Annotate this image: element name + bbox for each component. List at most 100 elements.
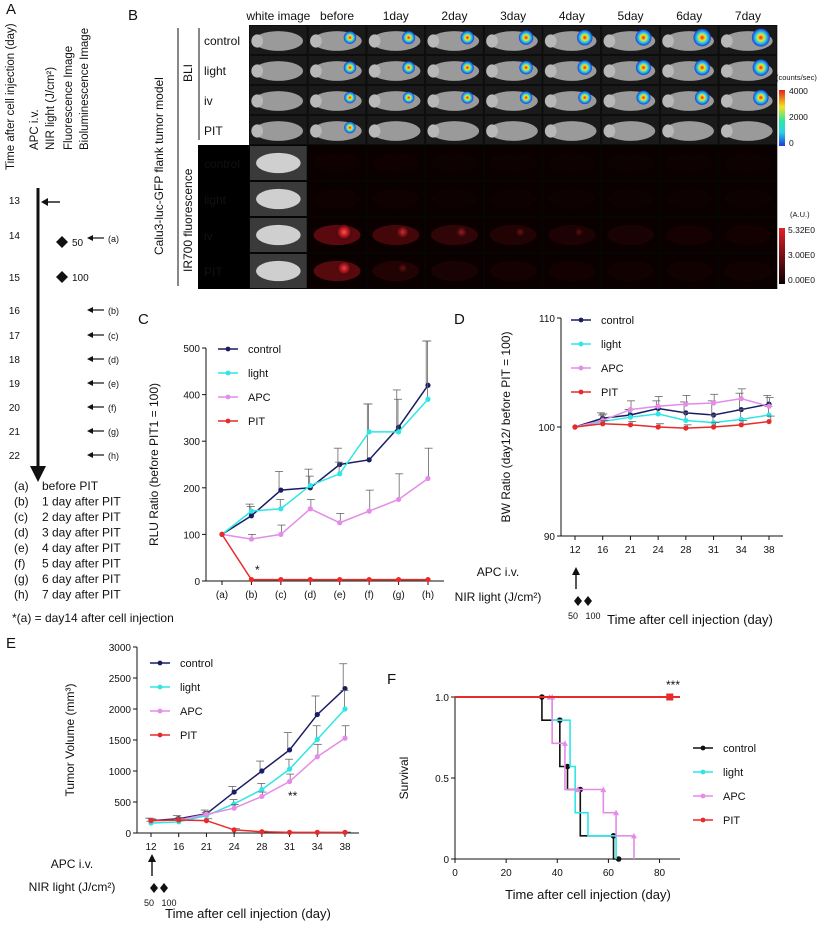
x-tick-label: (c) bbox=[275, 590, 287, 601]
bli-signal-spot bbox=[461, 91, 474, 104]
legend-marker bbox=[578, 317, 584, 323]
ir-body-glow bbox=[372, 152, 420, 174]
ir-cell bbox=[719, 146, 777, 180]
bli-signal-spot bbox=[635, 60, 651, 76]
legend-key: (h) bbox=[14, 588, 29, 602]
mouse-head bbox=[544, 34, 557, 48]
panel-b-letter: B bbox=[128, 7, 138, 24]
image-mark-arrowhead bbox=[87, 404, 93, 410]
data-point bbox=[395, 496, 402, 503]
data-point bbox=[655, 403, 661, 409]
mouse-silhouette bbox=[253, 31, 304, 51]
legend-label: PIT bbox=[601, 387, 618, 399]
mouse-head bbox=[603, 124, 616, 138]
column-header: before bbox=[320, 9, 354, 23]
mouse-head bbox=[603, 64, 616, 78]
timeline-day-label: 17 bbox=[9, 331, 21, 342]
data-point bbox=[314, 711, 320, 718]
column-header: 6day bbox=[676, 9, 702, 23]
ir-cell bbox=[602, 146, 659, 180]
timeline-day-label: 15 bbox=[9, 273, 21, 284]
ir-cell bbox=[719, 182, 777, 216]
ir-row-label: PIT bbox=[204, 265, 223, 279]
mouse-head bbox=[310, 94, 322, 108]
legend-marker bbox=[225, 346, 231, 352]
bli-signal-spot bbox=[402, 31, 416, 45]
legend-text: 1 day after PIT bbox=[42, 495, 121, 509]
ir-cell bbox=[426, 254, 483, 288]
y-axis-label: RLU Ratio (before PIT1 = 100) bbox=[147, 383, 161, 546]
y-tick-label: 2500 bbox=[109, 674, 132, 685]
ir-color-scale bbox=[779, 228, 785, 284]
image-mark-label: (g) bbox=[108, 427, 119, 437]
mouse-head bbox=[427, 64, 440, 78]
ir-body-glow bbox=[372, 188, 420, 210]
ir-body-glow bbox=[665, 224, 713, 246]
bli-signal-spot bbox=[519, 60, 533, 75]
nir-dose-label: 50 bbox=[144, 898, 154, 908]
y-tick-label: 90 bbox=[544, 532, 556, 543]
mouse-head bbox=[310, 34, 322, 48]
mouse-head bbox=[603, 34, 616, 48]
bli-signal-spot bbox=[694, 59, 710, 76]
ir-signal-spot bbox=[574, 228, 583, 237]
bli-signal-spot bbox=[751, 28, 770, 47]
ir-body-glow bbox=[724, 188, 772, 210]
mouse-silhouette bbox=[605, 121, 656, 141]
legend-marker bbox=[578, 341, 584, 347]
ir-cell bbox=[484, 146, 542, 180]
ir-cell bbox=[367, 146, 425, 180]
x-tick-label: 80 bbox=[654, 868, 666, 879]
ir-scale-tick: 3.00E0 bbox=[788, 250, 815, 260]
data-point bbox=[278, 531, 284, 538]
y-axis-label: Survival bbox=[397, 757, 411, 800]
legend-label: PIT bbox=[723, 815, 740, 827]
x-axis-label: Time after cell injection (day) bbox=[505, 887, 671, 902]
data-point bbox=[342, 735, 348, 741]
data-point bbox=[307, 577, 313, 583]
x-tick-label: 34 bbox=[312, 842, 324, 853]
ir-body-glow bbox=[548, 188, 596, 210]
ir-cell bbox=[308, 182, 366, 216]
legend-key: (d) bbox=[14, 526, 29, 540]
ir-body-glow bbox=[489, 224, 537, 246]
image-mark-arrowhead bbox=[87, 235, 93, 241]
data-point bbox=[395, 424, 402, 430]
data-point bbox=[337, 461, 343, 468]
apc-arrowhead bbox=[572, 567, 580, 575]
x-tick-label: (g) bbox=[392, 590, 404, 601]
image-mark-label: (a) bbox=[108, 234, 119, 244]
x-tick-label: (b) bbox=[245, 590, 257, 601]
data-point bbox=[314, 736, 320, 742]
legend-marker bbox=[700, 817, 706, 823]
y-tick-label: 400 bbox=[183, 391, 200, 402]
apc-label: APC i.v. bbox=[51, 857, 93, 871]
data-point bbox=[655, 411, 661, 417]
mouse-silhouette bbox=[371, 121, 421, 141]
x-tick-label: 31 bbox=[708, 545, 720, 556]
mouse-head bbox=[544, 94, 557, 108]
timeline-day-label: 13 bbox=[9, 196, 21, 207]
nir-dose-label: 100 bbox=[72, 273, 89, 284]
ir-body-glow bbox=[489, 152, 537, 174]
ir-section-label: IR700 fluorescence bbox=[181, 168, 195, 272]
bli-signal-spot bbox=[402, 61, 415, 74]
data-point bbox=[286, 766, 293, 772]
bli-row-label: iv bbox=[204, 94, 213, 108]
ir-scale-tick: 0.00E0 bbox=[788, 275, 815, 285]
legend-text: 4 day after PIT bbox=[42, 541, 121, 555]
data-point bbox=[683, 417, 689, 424]
image-mark-arrowhead bbox=[87, 452, 93, 458]
mouse-silhouette bbox=[256, 260, 301, 282]
significance-annotation: *** bbox=[666, 678, 680, 692]
data-point bbox=[683, 401, 689, 407]
bli-section-label: BLI bbox=[181, 64, 195, 82]
bli-row-label: control bbox=[204, 34, 240, 48]
ir-body-glow bbox=[548, 152, 596, 174]
bli-signal-spot bbox=[694, 90, 710, 105]
y-axis-label: Tumor Volume (mm³) bbox=[63, 684, 77, 797]
data-point bbox=[248, 508, 255, 514]
data-point bbox=[425, 475, 431, 482]
ir-signal-spot bbox=[396, 226, 409, 239]
data-point bbox=[148, 818, 154, 824]
